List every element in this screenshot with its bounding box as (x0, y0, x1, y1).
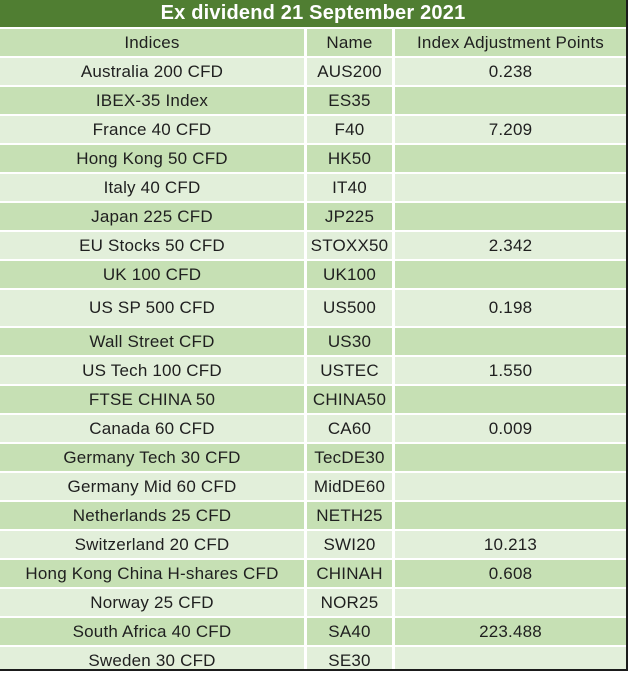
row-cell-name: NOR25 (307, 589, 395, 618)
row-cell-points (395, 87, 626, 116)
row-cell-points (395, 502, 626, 531)
row-cell-indices: Italy 40 CFD (0, 174, 307, 203)
row-cell-points: 10.213 (395, 531, 626, 560)
row-cell-points (395, 444, 626, 473)
table-row: EU Stocks 50 CFD STOXX50 2.342 (0, 232, 626, 261)
row-cell-points: 0.009 (395, 415, 626, 444)
row-cell-indices: Netherlands 25 CFD (0, 502, 307, 531)
title-row: Ex dividend 21 September 2021 (0, 0, 626, 29)
row-cell-indices: FTSE CHINA 50 (0, 386, 307, 415)
table-row: Germany Tech 30 CFD TecDE30 (0, 444, 626, 473)
row-cell-points: 0.608 (395, 560, 626, 589)
table-row: Sweden 30 CFD SE30 (0, 647, 626, 669)
row-cell-name: HK50 (307, 145, 395, 174)
row-cell-name: SA40 (307, 618, 395, 647)
row-cell-points (395, 261, 626, 290)
row-cell-points (395, 473, 626, 502)
row-cell-name: TecDE30 (307, 444, 395, 473)
row-cell-indices: Germany Tech 30 CFD (0, 444, 307, 473)
row-cell-indices: EU Stocks 50 CFD (0, 232, 307, 261)
row-cell-indices: Australia 200 CFD (0, 58, 307, 87)
row-cell-indices: France 40 CFD (0, 116, 307, 145)
row-cell-name: SWI20 (307, 531, 395, 560)
row-cell-name: F40 (307, 116, 395, 145)
column-header-name: Name (307, 29, 395, 58)
table-row: Netherlands 25 CFD NETH25 (0, 502, 626, 531)
row-cell-name: USTEC (307, 357, 395, 386)
row-cell-points: 1.550 (395, 357, 626, 386)
row-cell-points (395, 203, 626, 232)
column-header-row: Indices Name Index Adjustment Points (0, 29, 626, 58)
row-cell-indices: US Tech 100 CFD (0, 357, 307, 386)
row-cell-points (395, 174, 626, 203)
table-row: Italy 40 CFD IT40 (0, 174, 626, 203)
row-cell-points (395, 145, 626, 174)
row-cell-name: SE30 (307, 647, 395, 669)
table-row: Hong Kong 50 CFD HK50 (0, 145, 626, 174)
row-cell-indices: Hong Kong China H-shares CFD (0, 560, 307, 589)
row-cell-indices: Hong Kong 50 CFD (0, 145, 307, 174)
column-header-indices: Indices (0, 29, 307, 58)
row-cell-name: IT40 (307, 174, 395, 203)
table-row: Australia 200 CFD AUS200 0.238 (0, 58, 626, 87)
row-cell-name: MidDE60 (307, 473, 395, 502)
row-cell-indices: Wall Street CFD (0, 328, 307, 357)
row-cell-indices: IBEX-35 Index (0, 87, 307, 116)
row-cell-points (395, 328, 626, 357)
row-cell-indices: Canada 60 CFD (0, 415, 307, 444)
row-cell-points: 7.209 (395, 116, 626, 145)
table-row: Norway 25 CFD NOR25 (0, 589, 626, 618)
row-cell-name: NETH25 (307, 502, 395, 531)
row-cell-points: 0.238 (395, 58, 626, 87)
row-cell-indices: South Africa 40 CFD (0, 618, 307, 647)
table-row: Canada 60 CFD CA60 0.009 (0, 415, 626, 444)
row-cell-name: AUS200 (307, 58, 395, 87)
row-cell-points: 223.488 (395, 618, 626, 647)
row-cell-name: US30 (307, 328, 395, 357)
row-cell-name: ES35 (307, 87, 395, 116)
table-row: Japan 225 CFD JP225 (0, 203, 626, 232)
row-cell-indices: Norway 25 CFD (0, 589, 307, 618)
row-cell-points: 2.342 (395, 232, 626, 261)
row-cell-indices: Japan 225 CFD (0, 203, 307, 232)
row-cell-name: CHINA50 (307, 386, 395, 415)
row-cell-points (395, 647, 626, 669)
table-row: US Tech 100 CFD USTEC 1.550 (0, 357, 626, 386)
table-row: South Africa 40 CFD SA40 223.488 (0, 618, 626, 647)
table-row: Wall Street CFD US30 (0, 328, 626, 357)
row-cell-name: CHINAH (307, 560, 395, 589)
row-cell-name: STOXX50 (307, 232, 395, 261)
table-title: Ex dividend 21 September 2021 (0, 0, 626, 29)
row-cell-name: UK100 (307, 261, 395, 290)
row-cell-indices: UK 100 CFD (0, 261, 307, 290)
table-row: Germany Mid 60 CFD MidDE60 (0, 473, 626, 502)
table-row: FTSE CHINA 50 CHINA50 (0, 386, 626, 415)
row-cell-name: CA60 (307, 415, 395, 444)
row-cell-name: JP225 (307, 203, 395, 232)
row-cell-indices: US SP 500 CFD (0, 290, 307, 328)
row-cell-points (395, 386, 626, 415)
row-cell-indices: Sweden 30 CFD (0, 647, 307, 669)
column-header-points: Index Adjustment Points (395, 29, 626, 58)
table-row: Hong Kong China H-shares CFD CHINAH 0.608 (0, 560, 626, 589)
table-body: Australia 200 CFD AUS200 0.238 IBEX-35 Inde… (0, 58, 626, 669)
row-cell-name: US500 (307, 290, 395, 328)
row-cell-points (395, 589, 626, 618)
table-row: US SP 500 CFD US500 0.198 (0, 290, 626, 328)
table-row: UK 100 CFD UK100 (0, 261, 626, 290)
row-cell-indices: Switzerland 20 CFD (0, 531, 307, 560)
row-cell-points: 0.198 (395, 290, 626, 328)
row-cell-indices: Germany Mid 60 CFD (0, 473, 307, 502)
table-row: Switzerland 20 CFD SWI20 10.213 (0, 531, 626, 560)
table-row: IBEX-35 Index ES35 (0, 87, 626, 116)
table-row: France 40 CFD F40 7.209 (0, 116, 626, 145)
